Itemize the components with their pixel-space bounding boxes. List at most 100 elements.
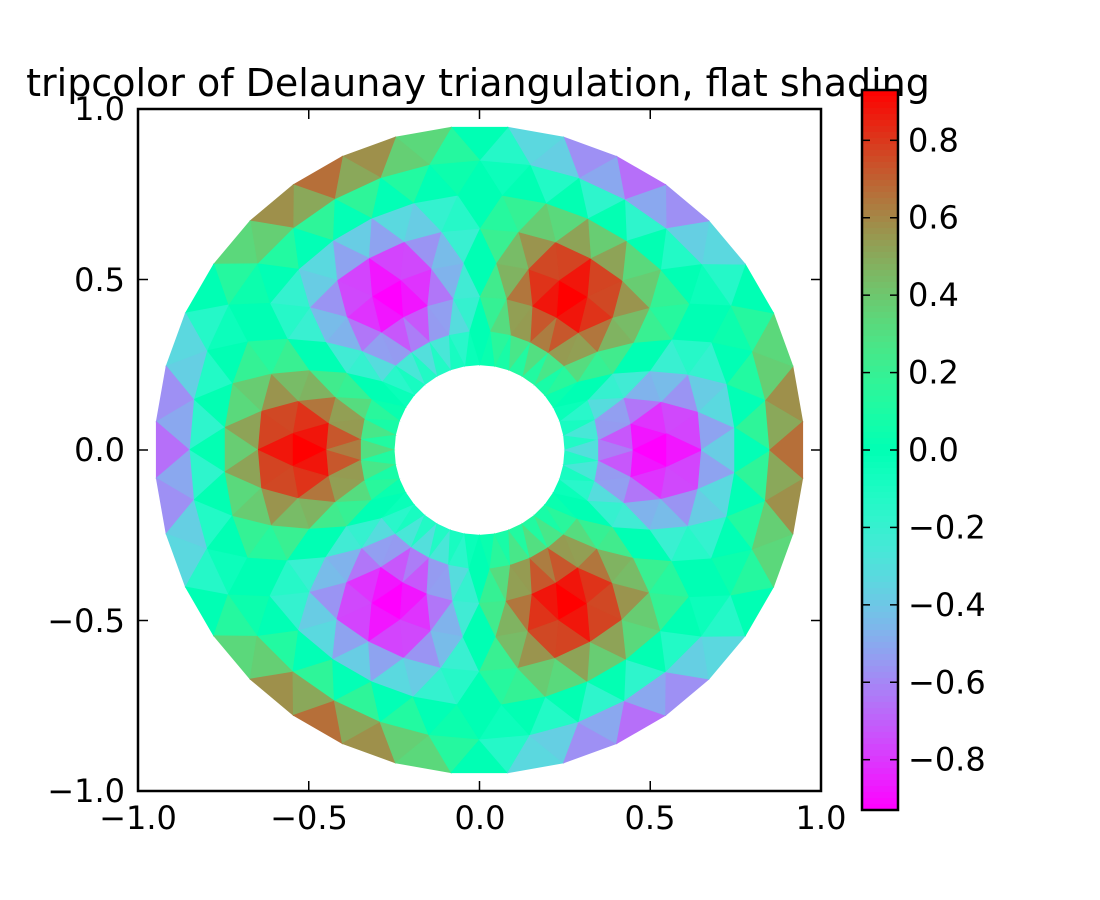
colorbar-segment bbox=[862, 408, 898, 415]
colorbar-segment bbox=[862, 312, 898, 319]
mesh-triangle bbox=[249, 671, 294, 717]
colorbar-segment bbox=[862, 642, 898, 649]
mesh-triangle bbox=[734, 426, 771, 474]
colorbar-segment bbox=[862, 696, 898, 703]
x-tick-label: −1.0 bbox=[99, 799, 177, 837]
colorbar-tick-label: −0.6 bbox=[908, 663, 986, 701]
x-tick-label: −0.5 bbox=[270, 799, 348, 837]
colorbar-segment bbox=[862, 618, 898, 625]
colorbar-segment bbox=[862, 468, 898, 475]
y-tick-label: −1.0 bbox=[47, 772, 125, 810]
colorbar-segment bbox=[862, 102, 898, 109]
colorbar-segment bbox=[862, 540, 898, 547]
colorbar-segment bbox=[862, 486, 898, 493]
colorbar-segment bbox=[862, 150, 898, 157]
colorbar-segment bbox=[862, 126, 898, 133]
colorbar-segment bbox=[862, 480, 898, 487]
colorbar-segment bbox=[862, 552, 898, 559]
colorbar-segment bbox=[862, 402, 898, 409]
colorbar-segment bbox=[862, 138, 898, 145]
y-tick-label: 0.0 bbox=[74, 431, 125, 469]
colorbar-segment bbox=[862, 252, 898, 259]
colorbar-segment bbox=[862, 300, 898, 307]
colorbar-segment bbox=[862, 702, 898, 709]
colorbar-segment bbox=[862, 330, 898, 337]
mesh-triangle bbox=[212, 220, 258, 265]
colorbar-segment bbox=[862, 534, 898, 541]
colorbar-segment bbox=[862, 624, 898, 631]
colorbar-segment bbox=[862, 390, 898, 397]
colorbar-segment bbox=[862, 132, 898, 139]
y-tick-labels: 1.0 0.5 0.0 −0.5 −1.0 bbox=[47, 90, 125, 810]
colorbar-segment bbox=[862, 732, 898, 739]
colorbar-segment bbox=[862, 264, 898, 271]
colorbar-tick-label: 0.4 bbox=[908, 276, 959, 314]
colorbar-segment bbox=[862, 114, 898, 121]
colorbar-segment bbox=[862, 420, 898, 427]
colorbar-segment bbox=[862, 336, 898, 343]
colorbar-segment bbox=[862, 426, 898, 433]
colorbar-segment bbox=[862, 690, 898, 697]
colorbar-segment bbox=[862, 282, 898, 289]
colorbar-tick-label: 0.8 bbox=[908, 121, 959, 159]
colorbar-tick-label: −0.4 bbox=[908, 586, 986, 624]
colorbar-segment bbox=[862, 630, 898, 637]
colorbar-segment bbox=[862, 306, 898, 313]
colorbar-segment bbox=[862, 378, 898, 385]
colorbar-segment bbox=[862, 246, 898, 253]
mesh-triangle bbox=[598, 439, 635, 461]
colorbar-segment bbox=[862, 354, 898, 361]
colorbar-segment bbox=[862, 750, 898, 757]
y-tick-label: 1.0 bbox=[74, 90, 125, 128]
colorbar-segment bbox=[862, 384, 898, 391]
colorbar-segment bbox=[862, 492, 898, 499]
x-tick-label: 0.0 bbox=[455, 799, 506, 837]
x-tick-label: 0.5 bbox=[625, 799, 676, 837]
colorbar-segment bbox=[862, 228, 898, 235]
colorbar-segment bbox=[862, 210, 898, 217]
colorbar-tick-label: 0.2 bbox=[908, 354, 959, 392]
colorbar-segment bbox=[862, 180, 898, 187]
colorbar-segment bbox=[862, 768, 898, 775]
colorbar-segment bbox=[862, 600, 898, 607]
colorbar-segment bbox=[862, 576, 898, 583]
colorbar-segment bbox=[862, 366, 898, 373]
colorbar-segment bbox=[862, 438, 898, 445]
mesh-triangle bbox=[665, 671, 710, 717]
colorbar-segment bbox=[862, 168, 898, 175]
colorbar-tick-label: 0.0 bbox=[908, 431, 959, 469]
colorbar-segment bbox=[862, 186, 898, 193]
colorbar-segment bbox=[862, 594, 898, 601]
mesh-triangle bbox=[212, 635, 258, 680]
colorbar-segment bbox=[862, 522, 898, 529]
y-tick-label: 0.5 bbox=[74, 261, 125, 299]
colorbar-tick-label: −0.8 bbox=[908, 741, 986, 779]
colorbar bbox=[860, 88, 900, 812]
mesh-triangle bbox=[701, 220, 747, 265]
colorbar-segment bbox=[862, 294, 898, 301]
colorbar-segment bbox=[862, 570, 898, 577]
colorbar-segment bbox=[862, 240, 898, 247]
mesh-triangle bbox=[249, 183, 294, 229]
colorbar-segment bbox=[862, 510, 898, 517]
colorbar-segment bbox=[862, 780, 898, 787]
colorbar-segment bbox=[862, 204, 898, 211]
colorbar-segment bbox=[862, 648, 898, 655]
colorbar-segment bbox=[862, 636, 898, 643]
y-tick-label: −0.5 bbox=[47, 602, 125, 640]
colorbar-segment bbox=[862, 276, 898, 283]
colorbar-segment bbox=[862, 396, 898, 403]
mesh-triangle bbox=[666, 433, 703, 467]
colorbar-segment bbox=[862, 582, 898, 589]
colorbar-segment bbox=[862, 162, 898, 169]
colorbar-segment bbox=[862, 588, 898, 595]
colorbar-segment bbox=[862, 498, 898, 505]
colorbar-segment bbox=[862, 288, 898, 295]
colorbar-segment bbox=[862, 708, 898, 715]
colorbar-segment bbox=[862, 234, 898, 241]
colorbar-segment bbox=[862, 684, 898, 691]
colorbar-segment bbox=[862, 738, 898, 745]
colorbar-segment bbox=[862, 474, 898, 481]
colorbar-segment bbox=[862, 198, 898, 205]
